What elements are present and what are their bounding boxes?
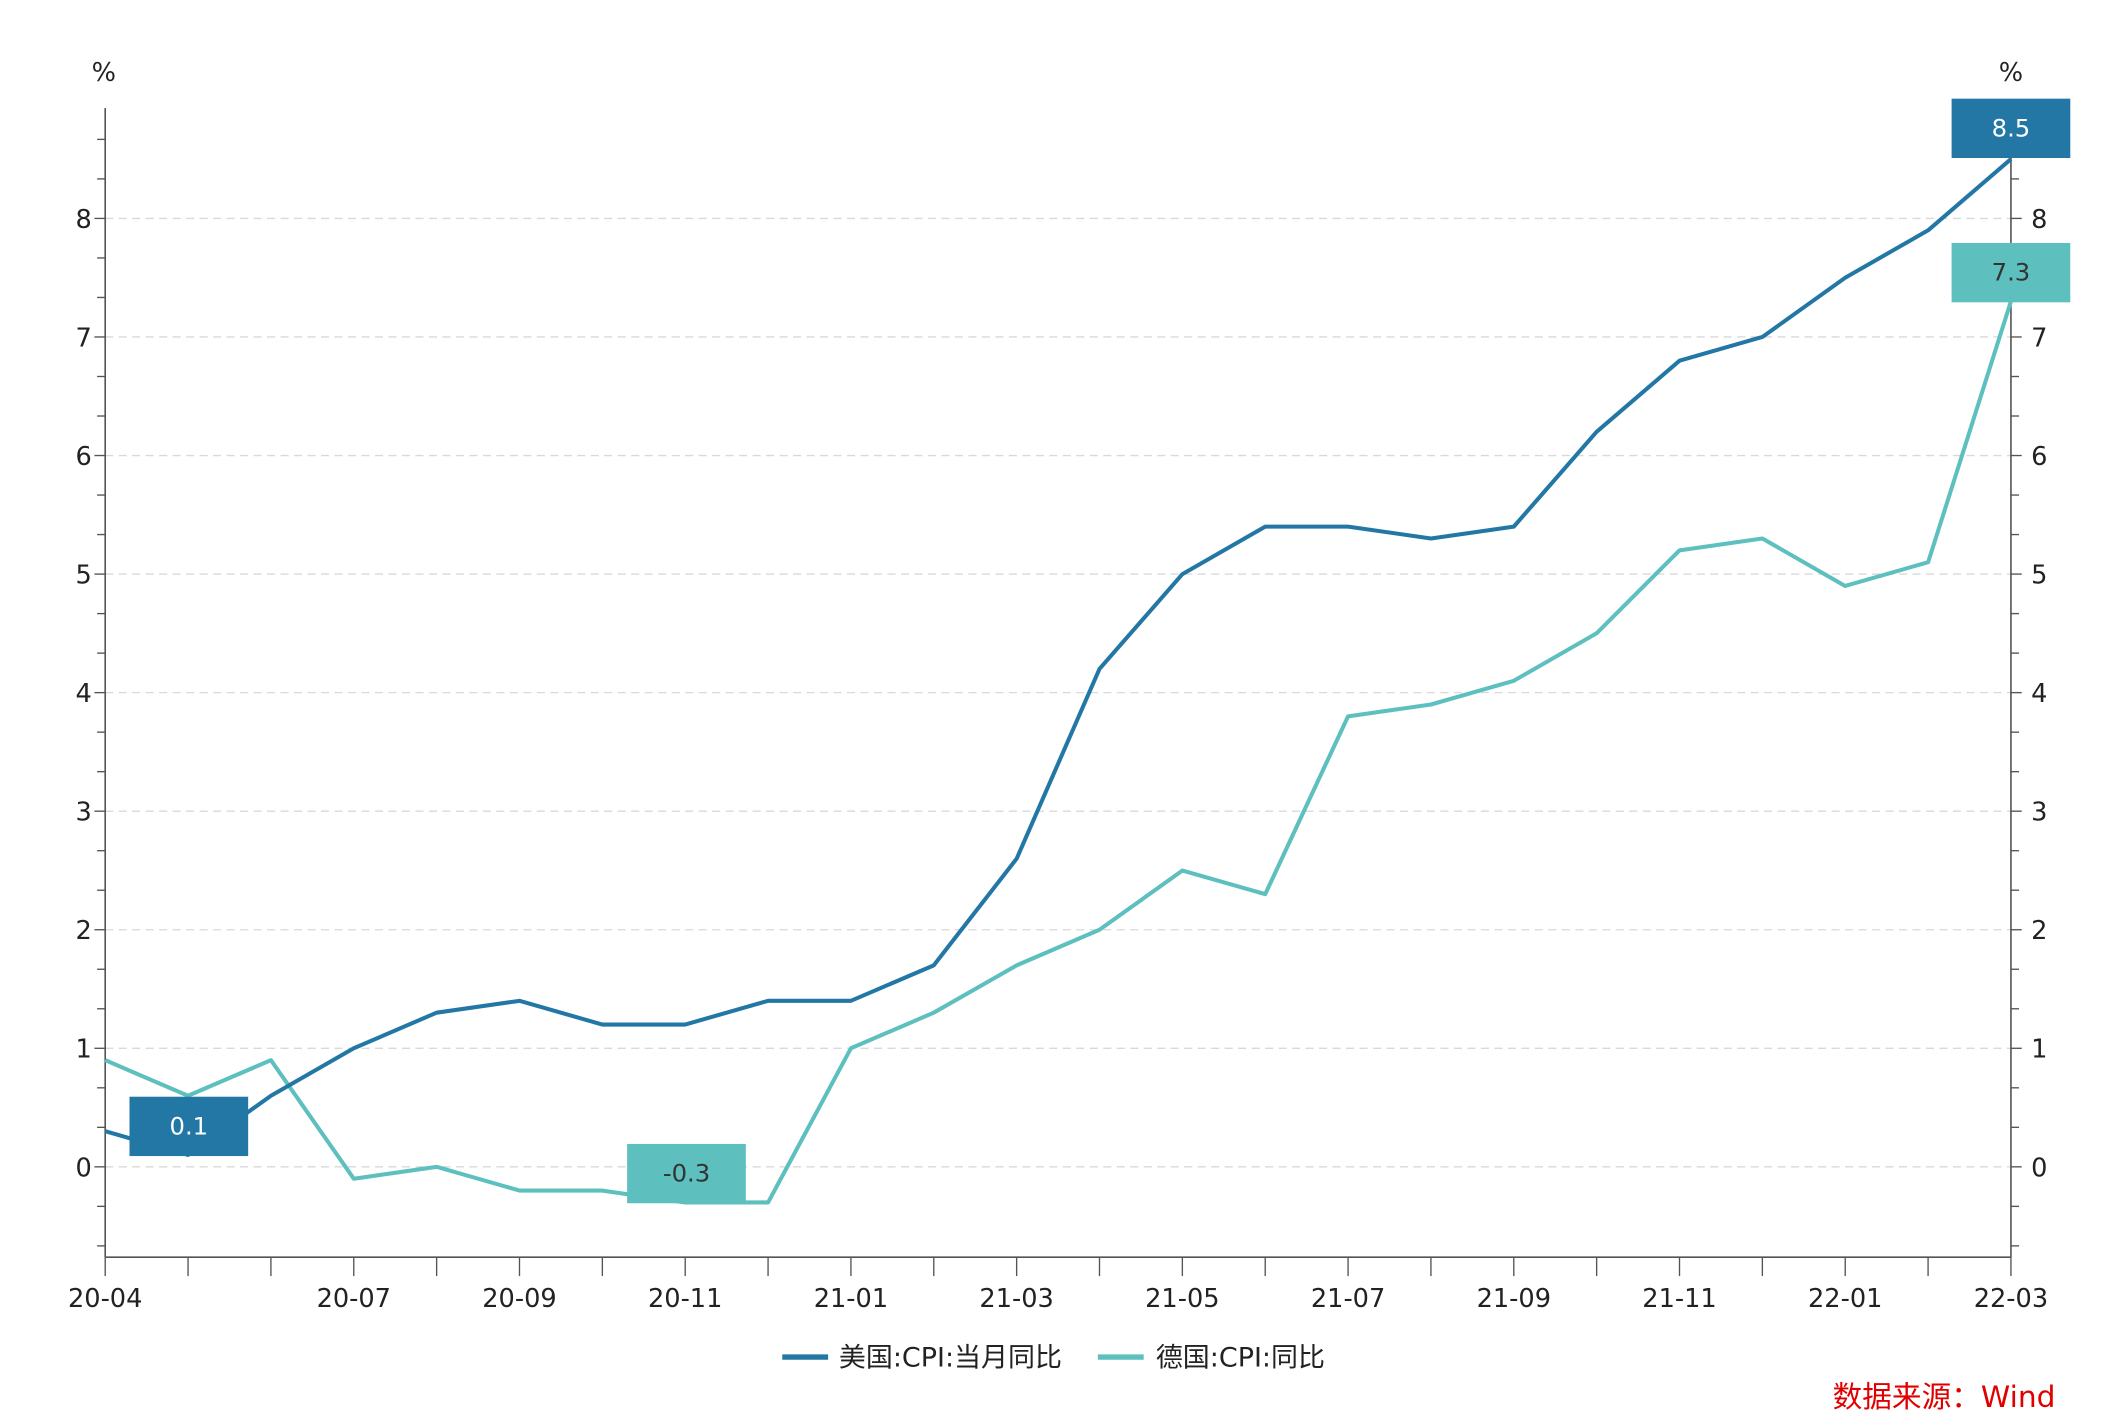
- left-y-tick-label: 7: [75, 323, 91, 353]
- left-y-tick-label: 6: [75, 442, 91, 472]
- data-label-box: [627, 1143, 746, 1204]
- data-label: 7.3: [1992, 258, 2031, 287]
- x-tick-label: 20-11: [648, 1284, 722, 1314]
- x-tick-label: 20-04: [68, 1284, 142, 1314]
- right-y-tick-label: 3: [2031, 798, 2047, 828]
- right-y-tick-label: 6: [2031, 442, 2047, 472]
- data-label: 0.1: [170, 1111, 209, 1140]
- data-label-box: [1951, 242, 2071, 303]
- x-tick-label: 21-01: [814, 1284, 888, 1314]
- right-axis-unit: %: [1999, 58, 2023, 88]
- right-y-tick-label: 0: [2031, 1153, 2047, 1183]
- left-y-tick-label: 0: [75, 1153, 91, 1183]
- left-y-tick-label: 4: [75, 679, 91, 709]
- left-y-tick-label: 5: [75, 561, 91, 591]
- axes: 0 0 1 1 2 2 3 3 4 4 5 5 6 6 7 7 8 8 20-04 20-07 20-09 20-11 21…: [68, 108, 2048, 1314]
- x-tick-label: 21-09: [1477, 1284, 1551, 1314]
- data-label: 8.5: [1992, 113, 2031, 142]
- x-tick-label: 21-07: [1311, 1284, 1385, 1314]
- series-line-us: [104, 157, 2013, 1157]
- legend-label-de[interactable]: 德国:CPI:同比: [1156, 1342, 1325, 1373]
- x-tick-label: 22-01: [1808, 1284, 1882, 1314]
- series-lines: [104, 157, 2013, 1205]
- left-y-tick-label: 1: [75, 1035, 91, 1065]
- x-tick-label: 20-09: [482, 1284, 556, 1314]
- x-tick-label: 21-05: [1145, 1284, 1219, 1314]
- left-y-tick-label: 3: [75, 798, 91, 828]
- source-note: 数据来源：Wind: [1833, 1379, 2056, 1414]
- x-tick-label: 21-03: [979, 1284, 1053, 1314]
- x-tick-label: 20-07: [317, 1284, 391, 1314]
- right-y-tick-label: 4: [2031, 679, 2047, 709]
- left-y-tick-label: 2: [75, 916, 91, 946]
- left-y-tick-label: 8: [75, 205, 91, 235]
- right-y-tick-label: 2: [2031, 916, 2047, 946]
- series-line-de: [104, 300, 2013, 1205]
- data-label-box: [129, 1096, 249, 1157]
- right-y-tick-label: 7: [2031, 323, 2047, 353]
- legend-label-us[interactable]: 美国:CPI:当月同比: [839, 1342, 1062, 1373]
- right-y-tick-label: 8: [2031, 205, 2047, 235]
- data-label-box: [1951, 98, 2071, 159]
- data-label: -0.3: [663, 1159, 710, 1188]
- x-tick-label: 22-03: [1974, 1284, 2048, 1314]
- data-labels: 0.1 -0.3 8.5 7.3: [129, 98, 2071, 1204]
- legend: 美国:CPI:当月同比 德国:CPI:同比: [782, 1342, 1325, 1373]
- right-y-tick-label: 1: [2031, 1035, 2047, 1065]
- x-tick-label: 21-11: [1642, 1284, 1716, 1314]
- grid-lines: [105, 217, 2011, 1168]
- left-axis-unit: %: [92, 58, 116, 88]
- right-y-tick-label: 5: [2031, 561, 2047, 591]
